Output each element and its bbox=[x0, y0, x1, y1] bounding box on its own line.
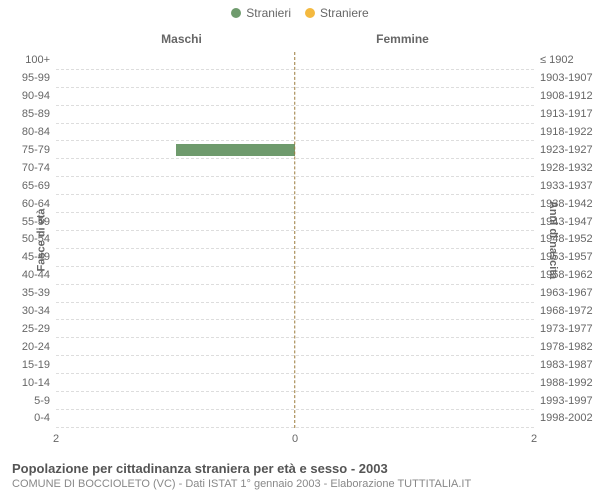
age-label: 25-29 bbox=[22, 323, 56, 335]
birthyear-label: 1973-1977 bbox=[534, 323, 593, 335]
birthyear-label: 1968-1972 bbox=[534, 305, 593, 317]
legend-female-label: Straniere bbox=[320, 6, 369, 20]
birthyear-label: 1923-1927 bbox=[534, 144, 593, 156]
birthyear-label: 1958-1962 bbox=[534, 269, 593, 281]
age-label: 75-79 bbox=[22, 144, 56, 156]
birthyear-label: 1983-1987 bbox=[534, 359, 593, 371]
birthyear-label: ≤ 1902 bbox=[534, 54, 574, 66]
x-axis: 2 0 2 bbox=[56, 429, 534, 430]
chart-footer: Popolazione per cittadinanza straniera p… bbox=[12, 461, 588, 490]
age-label: 20-24 bbox=[22, 341, 56, 353]
legend-item-male: Stranieri bbox=[231, 6, 291, 20]
birthyear-label: 1993-1997 bbox=[534, 395, 593, 407]
pyramid-chart: Maschi Femmine Fasce di età Anni di nasc… bbox=[56, 52, 534, 428]
age-label: 100+ bbox=[25, 54, 56, 66]
legend: Stranieri Straniere bbox=[0, 0, 600, 20]
birthyear-label: 1908-1912 bbox=[534, 90, 593, 102]
birthyear-label: 1918-1922 bbox=[534, 126, 593, 138]
center-divider bbox=[294, 52, 295, 428]
age-label: 5-9 bbox=[34, 395, 56, 407]
female-swatch bbox=[305, 8, 315, 18]
age-label: 15-19 bbox=[22, 359, 56, 371]
bar-male bbox=[176, 144, 296, 156]
x-tick-left: 2 bbox=[53, 433, 59, 445]
age-label: 30-34 bbox=[22, 305, 56, 317]
birthyear-label: 1933-1937 bbox=[534, 180, 593, 192]
birthyear-label: 1998-2002 bbox=[534, 412, 593, 424]
male-swatch bbox=[231, 8, 241, 18]
legend-item-female: Straniere bbox=[305, 6, 369, 20]
legend-male-label: Stranieri bbox=[246, 6, 291, 20]
age-label: 90-94 bbox=[22, 90, 56, 102]
age-label: 50-54 bbox=[22, 233, 56, 245]
birthyear-label: 1963-1967 bbox=[534, 287, 593, 299]
birthyear-label: 1938-1942 bbox=[534, 198, 593, 210]
header-female: Femmine bbox=[376, 32, 429, 46]
age-label: 65-69 bbox=[22, 180, 56, 192]
birthyear-label: 1978-1982 bbox=[534, 341, 593, 353]
age-label: 40-44 bbox=[22, 269, 56, 281]
footer-subtitle: COMUNE DI BOCCIOLETO (VC) - Dati ISTAT 1… bbox=[12, 478, 588, 490]
age-label: 10-14 bbox=[22, 377, 56, 389]
x-tick-right: 2 bbox=[531, 433, 537, 445]
age-label: 60-64 bbox=[22, 198, 56, 210]
birthyear-label: 1948-1952 bbox=[534, 233, 593, 245]
birthyear-label: 1913-1917 bbox=[534, 108, 593, 120]
age-label: 70-74 bbox=[22, 162, 56, 174]
birthyear-label: 1943-1947 bbox=[534, 216, 593, 228]
birthyear-label: 1953-1957 bbox=[534, 251, 593, 263]
age-label: 85-89 bbox=[22, 108, 56, 120]
birthyear-label: 1928-1932 bbox=[534, 162, 593, 174]
header-male: Maschi bbox=[161, 32, 202, 46]
birthyear-label: 1988-1992 bbox=[534, 377, 593, 389]
x-tick-center: 0 bbox=[292, 433, 298, 445]
age-label: 80-84 bbox=[22, 126, 56, 138]
age-label: 95-99 bbox=[22, 72, 56, 84]
age-label: 35-39 bbox=[22, 287, 56, 299]
age-label: 55-59 bbox=[22, 216, 56, 228]
age-label: 0-4 bbox=[34, 412, 56, 424]
birthyear-label: 1903-1907 bbox=[534, 72, 593, 84]
age-label: 45-49 bbox=[22, 251, 56, 263]
footer-title: Popolazione per cittadinanza straniera p… bbox=[12, 461, 588, 476]
